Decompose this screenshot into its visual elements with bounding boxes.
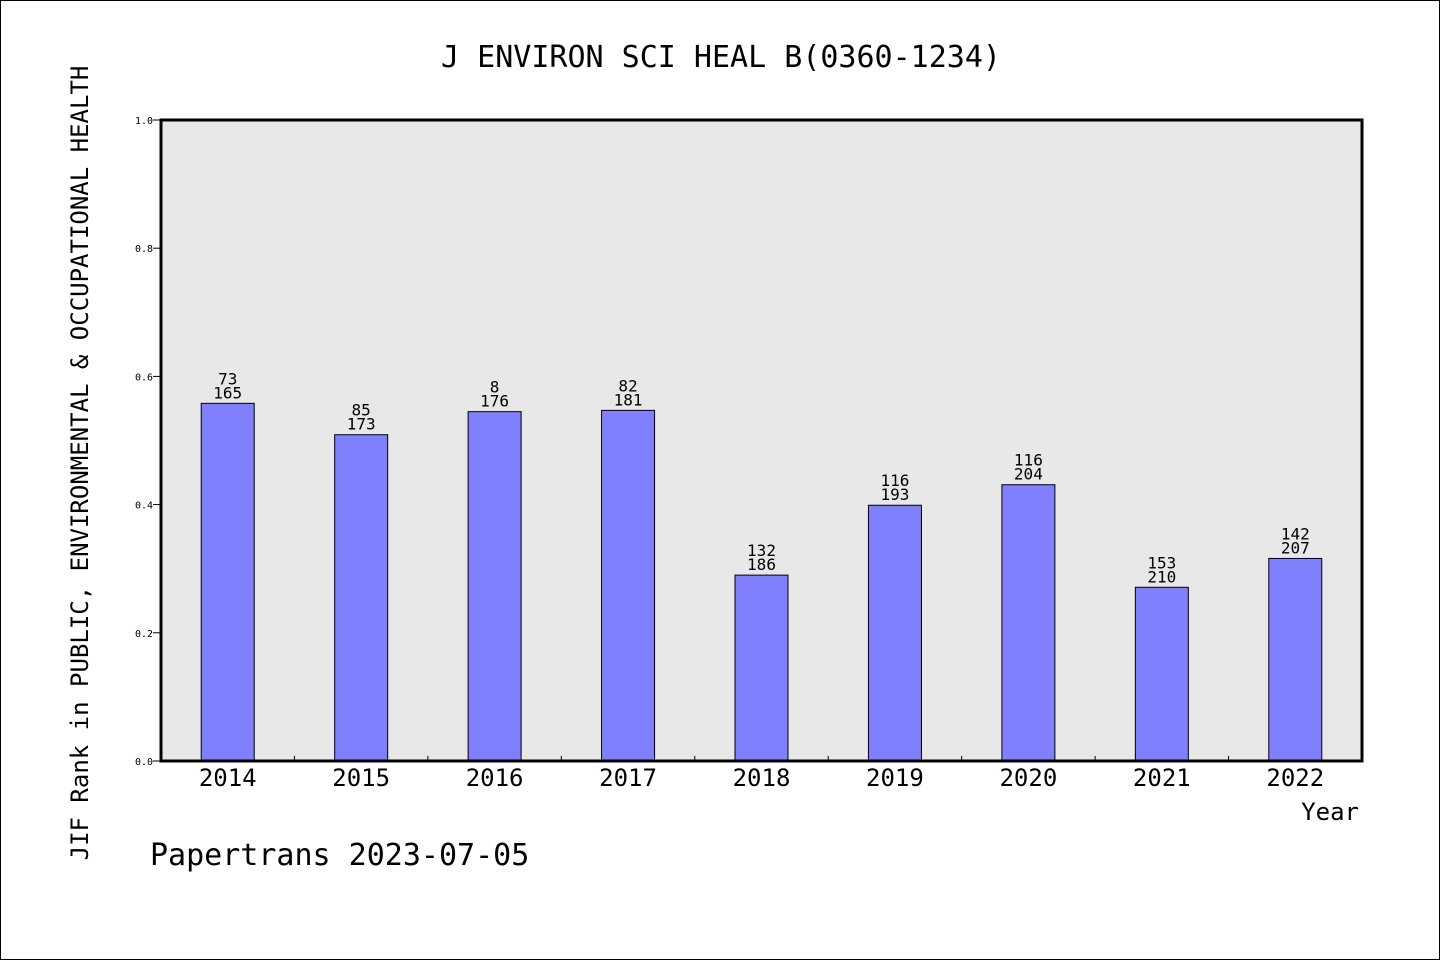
bar-2019 (867, 504, 922, 762)
bars (200, 402, 1323, 762)
bar-2021 (1134, 586, 1189, 762)
y-axis-ticks: 0.0 0.2 0.4 0.6 0.8 1.0 (135, 116, 161, 768)
y-tick-label: 0.6 (135, 372, 153, 383)
bar-total-label: 181 (614, 390, 643, 409)
bar-total-label: 193 (880, 485, 909, 504)
bar-2018 (734, 574, 789, 762)
bar-rank-label: 116 (1014, 451, 1043, 470)
bar-total-label: 173 (347, 415, 376, 434)
bar-2016 (467, 411, 522, 762)
x-tick-label: 2017 (599, 764, 657, 792)
bar-total-label: 210 (1147, 567, 1176, 586)
bar-2015 (334, 434, 389, 762)
bar-rank-label: 153 (1147, 553, 1176, 572)
x-tick-label: 2022 (1266, 764, 1324, 792)
bar-rank-label: 8 (490, 378, 500, 397)
y-tick-label: 0.2 (135, 629, 153, 640)
x-tick-label: 2021 (1133, 764, 1191, 792)
bar-total-label: 204 (1014, 465, 1043, 484)
x-tick-label: 2018 (733, 764, 791, 792)
bar-rank-label: 73 (218, 369, 237, 388)
y-tick-label: 0.8 (135, 244, 153, 255)
bar-2020 (1001, 484, 1056, 762)
x-tick-label: 2014 (199, 764, 257, 792)
bar-labels: 7316585173817682181132186116193116204153… (213, 369, 1309, 586)
y-tick-label: 0.4 (135, 501, 153, 512)
bar-2022 (1268, 557, 1323, 762)
x-tick-label: 2019 (866, 764, 924, 792)
bar-rank-label: 82 (618, 376, 637, 395)
plot-border (159, 118, 1364, 763)
bar-rank-label: 85 (352, 401, 371, 420)
bar-total-label: 176 (480, 392, 509, 411)
bar-total-label: 207 (1281, 538, 1310, 557)
x-tick-label: 2016 (466, 764, 524, 792)
bar-rank-label: 132 (747, 541, 776, 560)
bar-total-label: 165 (213, 383, 242, 402)
chart-title: J ENVIRON SCI HEAL B(0360-1234) (441, 40, 1001, 75)
x-tick-label: 2015 (332, 764, 390, 792)
y-tick-label: 0.0 (135, 757, 153, 768)
x-tick-label: 2020 (999, 764, 1057, 792)
y-axis-label: JIF Rank in PUBLIC, ENVIRONMENTAL & OCCU… (66, 66, 94, 861)
footer-source-date: Papertrans 2023-07-05 (150, 838, 529, 873)
y-tick-label: 1.0 (135, 116, 153, 127)
x-axis-label: Year (1301, 798, 1359, 826)
bar-2014 (200, 402, 255, 762)
x-axis-ticks: 2014 2015 2016 2017 2018 2019 2020 2021 2022 (199, 756, 1324, 792)
bar-2017 (601, 409, 656, 762)
bar-rank-label: 142 (1281, 524, 1310, 543)
bar-total-label: 186 (747, 555, 776, 574)
bar-rank-label: 116 (880, 471, 909, 490)
